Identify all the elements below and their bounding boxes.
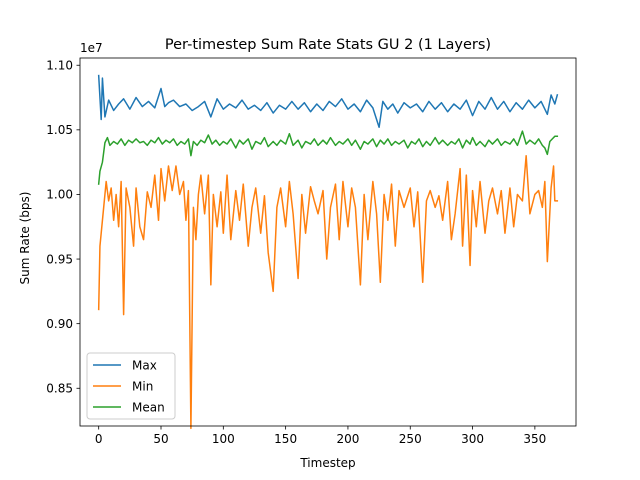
plot-frame <box>79 57 577 427</box>
chart-title: Per-timestep Sum Rate Stats GU 2 (1 Laye… <box>165 37 491 53</box>
legend-box <box>86 352 176 420</box>
x-tick-label: 150 <box>274 432 297 446</box>
legend-label-mean: Mean <box>132 400 165 414</box>
legend: Max Min Mean <box>86 352 176 420</box>
x-tick-label: 0 <box>95 432 103 446</box>
y-axis-label: Sum Rate (bps) <box>18 192 32 285</box>
x-tick-label: 350 <box>523 432 546 446</box>
x-tick-label: 100 <box>212 432 235 446</box>
legend-label-min: Min <box>132 379 153 393</box>
x-tick-label: 300 <box>461 432 484 446</box>
y-tick-label: 1.00 <box>46 188 73 202</box>
series-line-max <box>97 74 559 129</box>
x-tick-label: 250 <box>399 432 422 446</box>
y-tick-label: 1.05 <box>46 123 73 137</box>
series-line-mean <box>97 130 559 185</box>
y-tick-label: 0.85 <box>46 382 73 396</box>
y-tick-label: 0.90 <box>46 317 73 331</box>
legend-label-max: Max <box>132 358 157 372</box>
series-line-min <box>97 154 559 430</box>
x-axis-label: Timestep <box>299 456 355 470</box>
x-tick-label: 50 <box>153 432 168 446</box>
x-tick-label: 200 <box>336 432 359 446</box>
y-offset-label: 1e7 <box>80 41 103 55</box>
y-tick-label: 0.95 <box>46 252 73 266</box>
y-tick-label: 1.10 <box>46 59 73 73</box>
